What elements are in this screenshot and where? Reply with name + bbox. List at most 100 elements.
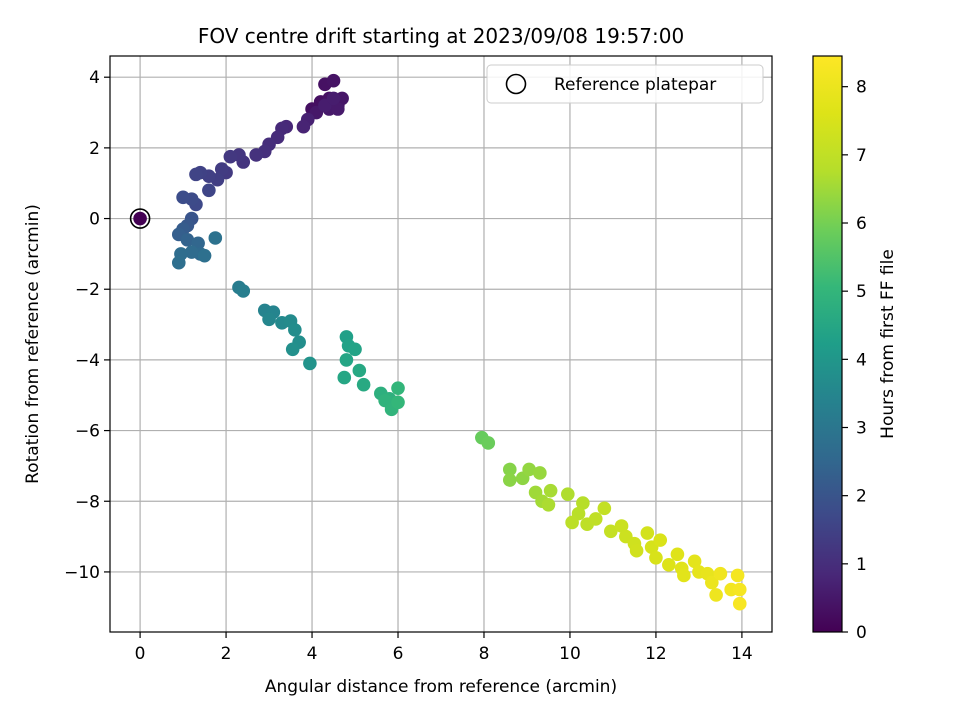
data-point <box>662 558 676 572</box>
data-point <box>614 519 629 533</box>
data-point <box>653 533 668 547</box>
colorbar-label: Hours from first FF file <box>878 249 898 439</box>
data-point <box>171 255 186 270</box>
data-point <box>640 526 655 540</box>
data-point <box>348 342 362 357</box>
data-point <box>533 466 547 480</box>
x-tick-label: 0 <box>135 644 146 664</box>
data-point <box>588 512 603 526</box>
colorbar-tick-label: 6 <box>856 214 867 234</box>
data-point <box>180 232 195 247</box>
data-point <box>732 582 747 597</box>
data-point <box>391 381 405 395</box>
colorbar-tick-label: 8 <box>856 78 867 98</box>
data-point <box>208 231 223 245</box>
legend-label: Reference platepar <box>554 75 716 95</box>
data-point <box>709 588 723 602</box>
colorbar-frame <box>812 55 843 633</box>
data-point <box>249 148 263 162</box>
x-tick-label: 6 <box>393 644 404 664</box>
data-point <box>296 119 311 134</box>
data-point <box>176 190 190 205</box>
data-point <box>236 284 251 298</box>
data-point <box>541 497 556 512</box>
data-point <box>288 323 302 337</box>
data-point <box>326 91 341 106</box>
y-tick-label: 0 <box>89 210 100 230</box>
data-point <box>481 436 496 450</box>
x-tick-label: 8 <box>479 644 490 664</box>
colorbar-ticks: 0 1 2 3 4 5 6 7 8 <box>842 78 867 643</box>
y-axis-label: Rotation from reference (arcmin) <box>23 204 43 484</box>
y-tick-label: −8 <box>75 492 100 512</box>
data-point <box>730 568 745 583</box>
chart-title: FOV centre drift starting at 2023/09/08 … <box>198 24 684 48</box>
data-point <box>133 211 147 226</box>
data-point <box>629 543 644 558</box>
y-tick-label: 2 <box>89 139 100 159</box>
legend-box <box>486 64 764 104</box>
data-point <box>732 596 747 611</box>
data-point <box>223 149 238 164</box>
data-point <box>197 248 212 263</box>
data-point <box>391 395 405 410</box>
colorbar-gradient <box>813 56 842 632</box>
y-tick-label: −10 <box>64 563 100 583</box>
x-tick-label: 2 <box>221 644 232 664</box>
data-point <box>202 183 216 198</box>
colorbar: 0 1 2 3 4 5 6 7 8 Hours from first FF file <box>812 55 898 643</box>
data-points <box>133 73 747 611</box>
plot-frame <box>109 55 773 633</box>
y-tick-label: −2 <box>75 280 100 300</box>
data-point <box>339 353 354 367</box>
data-point <box>561 487 575 501</box>
data-point <box>705 575 719 590</box>
y-tick-label: −4 <box>75 351 100 371</box>
data-point <box>303 356 317 371</box>
data-point <box>356 377 371 392</box>
data-point <box>565 515 579 530</box>
reference-point <box>129 208 151 229</box>
colorbar-tick-label: 3 <box>856 419 867 439</box>
data-point <box>184 245 199 259</box>
x-axis-label: Angular distance from reference (arcmin) <box>265 677 617 697</box>
y-tick-label: 4 <box>89 68 100 88</box>
data-point <box>285 342 300 357</box>
data-point <box>326 73 341 88</box>
data-point <box>649 550 663 565</box>
colorbar-tick-label: 0 <box>856 623 867 643</box>
data-point <box>502 473 517 487</box>
data-point <box>713 566 728 581</box>
x-axis-ticks: 0 2 4 6 8 10 12 14 <box>135 632 753 664</box>
data-point <box>603 524 618 539</box>
x-tick-label: 12 <box>645 644 667 664</box>
legend-marker-icon <box>505 73 527 95</box>
x-tick-label: 14 <box>731 644 753 664</box>
data-point <box>214 162 229 176</box>
data-point <box>576 496 590 510</box>
data-point <box>677 568 691 583</box>
data-point <box>687 554 702 569</box>
colorbar-tick-label: 1 <box>856 555 867 575</box>
grid <box>110 56 772 632</box>
legend: Reference platepar <box>486 64 764 104</box>
y-axis-ticks: 4 2 0 −2 −4 −6 −8 −10 <box>64 68 110 583</box>
colorbar-tick-label: 7 <box>856 146 867 166</box>
data-point <box>189 167 203 182</box>
colorbar-tick-label: 2 <box>856 487 867 507</box>
data-point <box>597 501 612 516</box>
data-point <box>502 462 517 477</box>
data-point <box>331 102 345 116</box>
data-point <box>543 483 558 498</box>
data-point <box>670 547 685 562</box>
colorbar-tick-label: 4 <box>856 350 867 370</box>
data-point <box>522 462 536 477</box>
x-tick-label: 4 <box>307 644 318 664</box>
colorbar-tick-label: 5 <box>856 282 867 302</box>
data-point <box>352 363 367 378</box>
y-tick-label: −6 <box>75 422 100 442</box>
data-point <box>262 312 276 327</box>
x-tick-label: 10 <box>559 644 581 664</box>
reference-marker <box>129 208 151 229</box>
